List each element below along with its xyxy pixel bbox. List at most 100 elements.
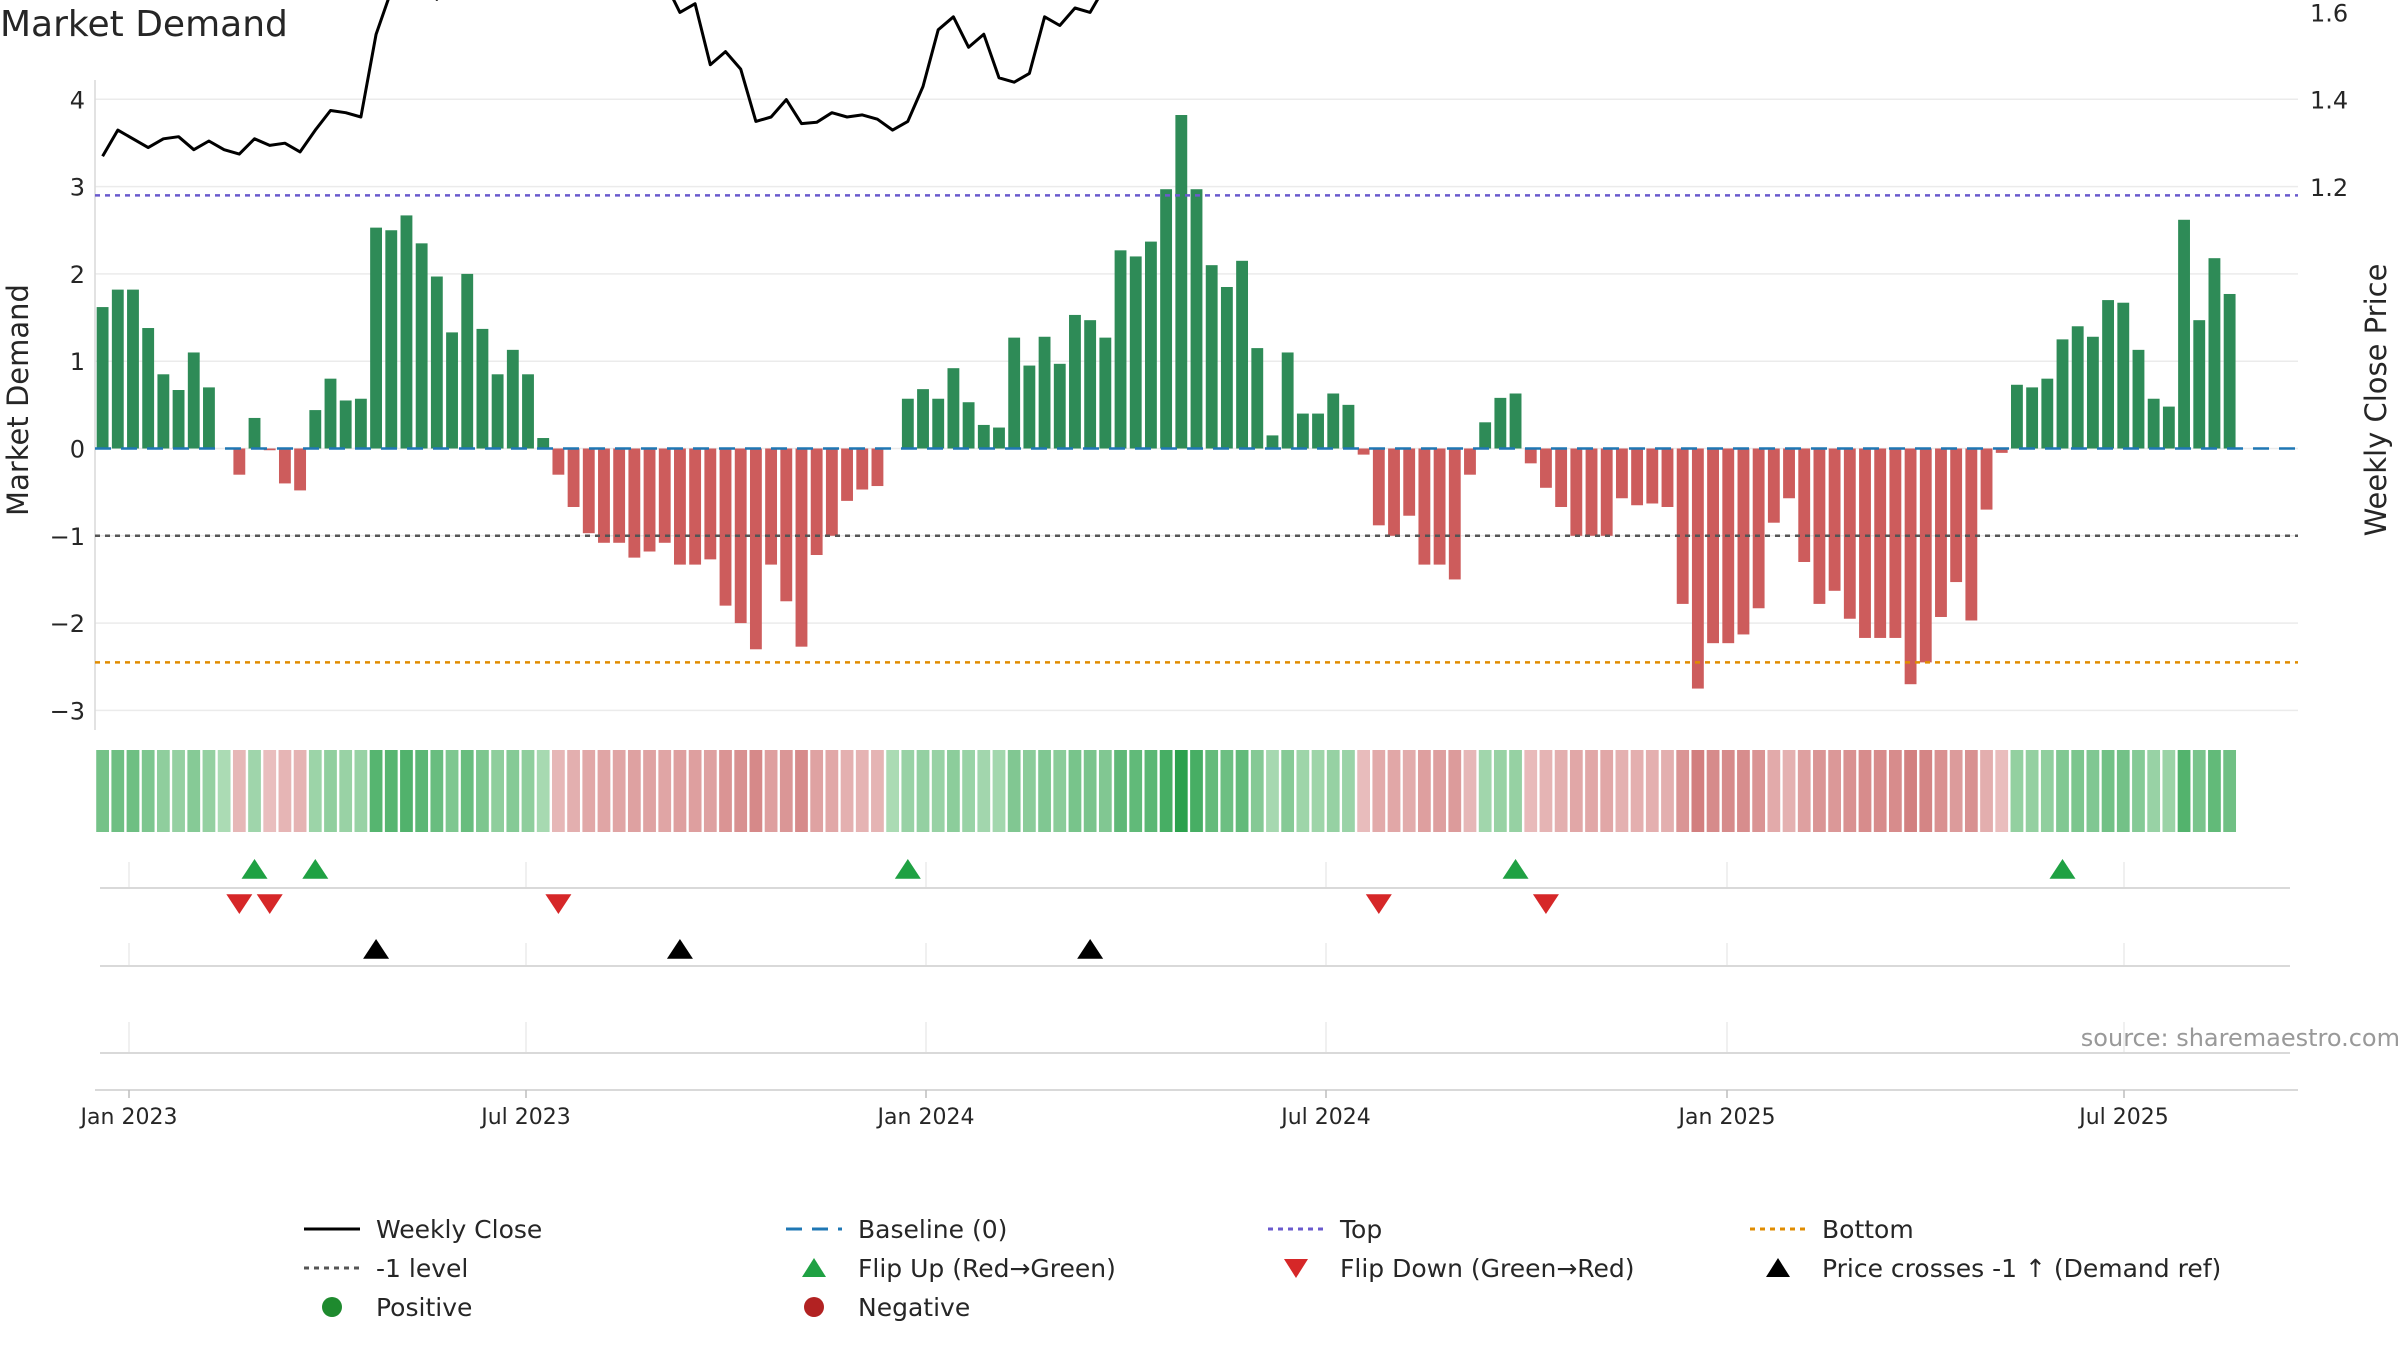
- legend-item: -1 level: [300, 1249, 468, 1287]
- heat-strip-cell: [293, 750, 307, 832]
- heat-strip-cell: [1980, 750, 1993, 832]
- demand-bar: [1676, 448, 1689, 604]
- heat-strip-cell: [1022, 750, 1036, 832]
- x-tick-label: Jul 2023: [479, 1105, 571, 1130]
- demand-bar: [2102, 300, 2115, 449]
- demand-bar: [719, 448, 732, 606]
- demand-bar: [917, 389, 929, 449]
- demand-bar: [993, 427, 1005, 449]
- y-right-tick-label: 1.6: [2310, 0, 2348, 27]
- demand-bar: [1160, 189, 1173, 449]
- heat-strip-cell: [2116, 750, 2130, 832]
- demand-bar: [871, 448, 884, 487]
- demand-bar: [1372, 448, 1385, 526]
- heat-strip-cell: [1205, 750, 1219, 832]
- y-left-axis-label: Market Demand: [1, 284, 35, 516]
- heat-strip-cell: [1539, 750, 1553, 832]
- demand-bar: [385, 230, 398, 449]
- demand-bar: [962, 402, 975, 449]
- heat-strip-cell: [1296, 750, 1310, 832]
- heat-strip-cell: [2147, 750, 2161, 832]
- heat-strip-cell: [369, 750, 383, 832]
- heat-strip-cell: [1326, 750, 1340, 832]
- demand-bar: [1919, 448, 1932, 663]
- heat-strip-cell: [2040, 750, 2054, 832]
- demand-bar: [704, 448, 717, 560]
- demand-bar: [172, 390, 185, 449]
- heat-strip-cell: [1250, 750, 1264, 832]
- heat-strip-cell: [1858, 750, 1872, 832]
- demand-bar: [203, 387, 215, 449]
- heat-strip-cell: [1448, 750, 1462, 832]
- heat-strip-cell: [1767, 750, 1781, 832]
- legend-swatch-dot: [300, 1288, 364, 1326]
- demand-bar: [1752, 448, 1765, 609]
- demand-bar: [947, 368, 960, 449]
- legend-label: Flip Down (Green→Red): [1340, 1253, 1635, 1283]
- demand-bar: [1767, 448, 1780, 523]
- heat-strip-cell: [977, 750, 991, 832]
- legend-label: Negative: [858, 1292, 971, 1322]
- legend-label: -1 level: [376, 1253, 469, 1283]
- demand-bar: [1707, 448, 1719, 644]
- demand-bar: [1813, 448, 1826, 604]
- heat-strip-cell: [2132, 750, 2145, 832]
- demand-bar: [491, 374, 504, 449]
- demand-bar: [1509, 393, 1522, 449]
- chart-title: Market Demand: [0, 4, 288, 45]
- heat-strip-cell: [1706, 750, 1720, 832]
- demand-bar: [674, 448, 686, 565]
- weekly-close-line: [101, 0, 1100, 158]
- heat-strip-cell: [400, 750, 413, 832]
- heat-strip-cell: [1372, 750, 1386, 832]
- heat-strip-cell: [916, 750, 930, 832]
- demand-bar: [2162, 406, 2175, 449]
- demand-bar: [2056, 339, 2069, 449]
- heat-strip-cell: [1524, 750, 1538, 832]
- demand-bar: [1084, 320, 1097, 449]
- heat-strip-cell: [1068, 750, 1082, 832]
- demand-bar: [537, 438, 550, 449]
- heat-strip-cell: [992, 750, 1006, 832]
- demand-bar: [977, 424, 990, 449]
- demand-bar: [127, 289, 139, 449]
- heat-strip-cell: [764, 750, 778, 832]
- heat-strip-cell: [1554, 750, 1568, 832]
- demand-bar: [628, 448, 641, 558]
- demand-bar: [233, 448, 246, 475]
- heat-strip-cell: [202, 750, 216, 832]
- y-left-tick-label: 2: [70, 261, 85, 289]
- heat-strip-cell: [172, 750, 185, 832]
- demand-bar: [142, 328, 155, 449]
- demand-bar: [1661, 448, 1674, 507]
- demand-bar: [294, 448, 307, 491]
- demand-bar: [1053, 363, 1066, 449]
- legend-item: Price crosses -1 ↑ (Demand ref): [1746, 1249, 2221, 1287]
- heat-strip-cell: [354, 750, 368, 832]
- market-demand-chart: −3−2−1012341.21.41.61.822.22.42.6Market …: [1, 0, 2393, 1130]
- demand-bar: [1327, 393, 1340, 449]
- demand-bar: [1783, 448, 1795, 499]
- heat-strip-cell: [1949, 750, 1963, 832]
- heat-strip-cell: [126, 750, 140, 832]
- heat-strip-cell: [96, 750, 109, 832]
- demand-bar: [2223, 293, 2236, 449]
- demand-bar: [795, 448, 808, 647]
- demand-bar: [1859, 448, 1871, 638]
- demand-bar: [1129, 256, 1142, 449]
- demand-bar: [1312, 413, 1324, 449]
- demand-bar: [2086, 336, 2099, 449]
- y-left-tick-label: −2: [50, 610, 85, 638]
- heat-strip-cell: [1433, 750, 1446, 832]
- demand-bar: [278, 448, 291, 484]
- demand-bar: [2193, 320, 2206, 449]
- legend-item: Flip Down (Green→Red): [1264, 1249, 1635, 1287]
- heat-strip-cell: [2010, 750, 2024, 832]
- demand-bar: [552, 448, 565, 475]
- demand-bar: [1220, 286, 1233, 449]
- legend-swatch-line-dash: [782, 1210, 846, 1248]
- heat-strip-cell: [810, 750, 824, 832]
- flip-up-marker: [241, 859, 268, 879]
- demand-bar: [1236, 260, 1249, 449]
- demand-bar: [1357, 448, 1370, 455]
